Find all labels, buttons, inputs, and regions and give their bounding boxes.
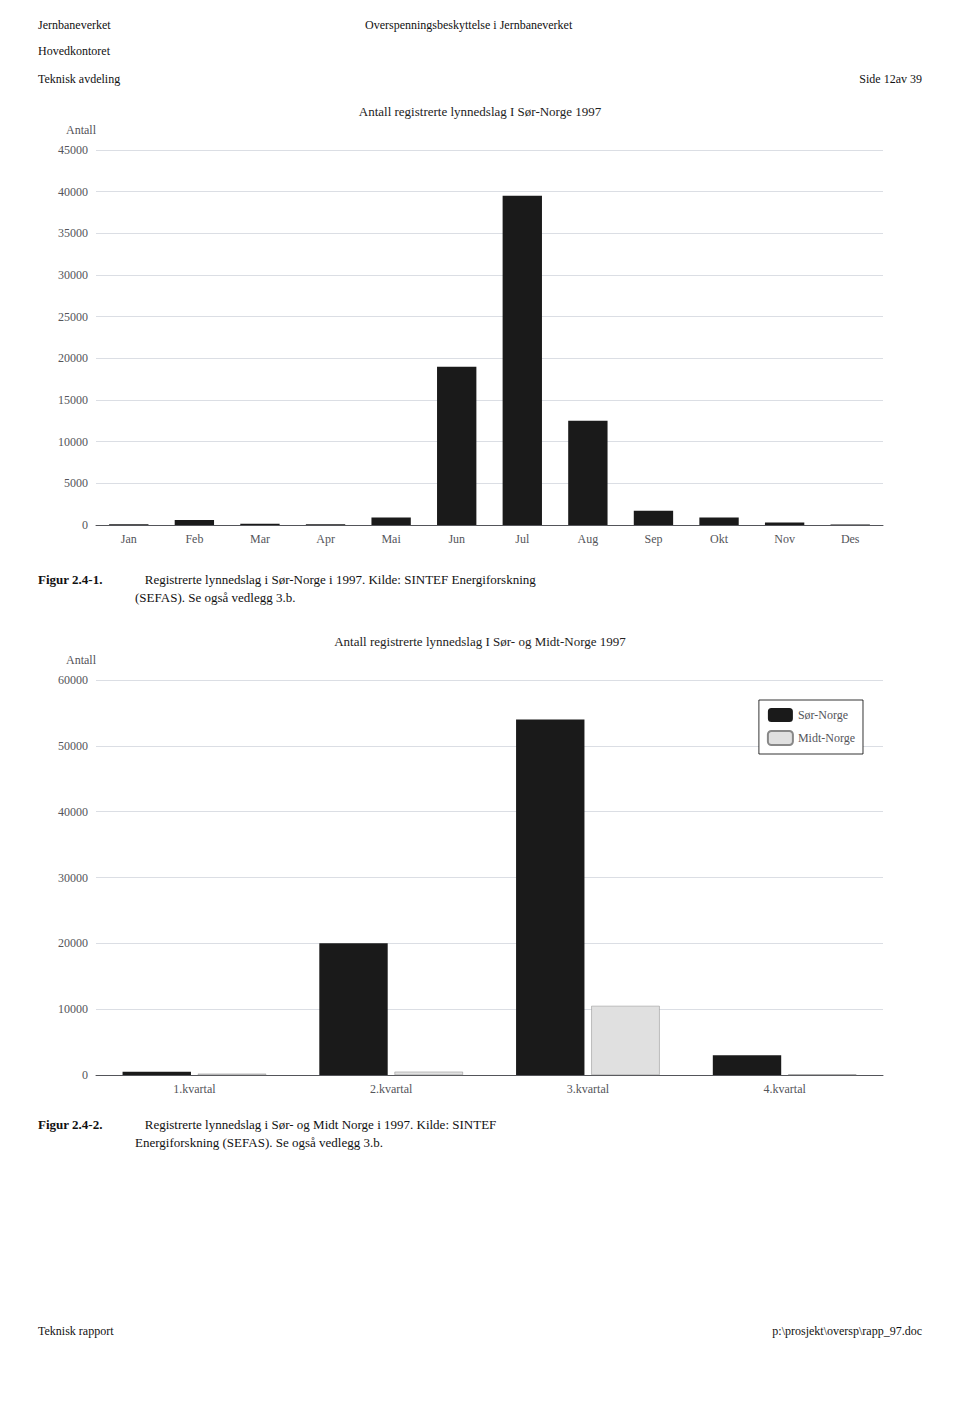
- svg-text:2.kvartal: 2.kvartal: [370, 1082, 413, 1096]
- svg-text:0: 0: [82, 1068, 88, 1082]
- svg-text:4.kvartal: 4.kvartal: [763, 1082, 806, 1096]
- svg-text:35000: 35000: [58, 226, 88, 240]
- svg-text:10000: 10000: [58, 1002, 88, 1016]
- svg-text:3.kvartal: 3.kvartal: [567, 1082, 610, 1096]
- svg-text:15000: 15000: [58, 393, 88, 407]
- svg-text:Antall: Antall: [66, 123, 97, 137]
- svg-text:Registrerte lynnedslag i Sør-: Registrerte lynnedslag i Sør- og Midt No…: [135, 1117, 496, 1132]
- svg-text:Figur 2.4-2.: Figur 2.4-2.: [38, 1117, 102, 1132]
- svg-text:Energiforskning (SEFAS). Se og: Energiforskning (SEFAS). Se også vedlegg…: [135, 1135, 383, 1150]
- svg-text:Jul: Jul: [515, 532, 530, 546]
- svg-text:Teknisk rapport: Teknisk rapport: [38, 1324, 114, 1338]
- svg-text:40000: 40000: [58, 805, 88, 819]
- svg-text:Antall: Antall: [66, 653, 97, 667]
- svg-text:45000: 45000: [58, 143, 88, 157]
- svg-text:Sør-Norge: Sør-Norge: [798, 708, 848, 722]
- svg-text:Aug: Aug: [578, 532, 599, 546]
- svg-text:(SEFAS). Se også vedlegg 3.b.: (SEFAS). Se også vedlegg 3.b.: [135, 590, 295, 605]
- svg-text:Midt-Norge: Midt-Norge: [798, 731, 855, 745]
- svg-text:Jun: Jun: [448, 532, 465, 546]
- svg-text:5000: 5000: [64, 476, 88, 490]
- svg-text:Okt: Okt: [710, 532, 729, 546]
- svg-text:Apr: Apr: [316, 532, 335, 546]
- svg-text:Side 12av 39: Side 12av 39: [859, 72, 922, 86]
- svg-text:Jernbaneverket: Jernbaneverket: [38, 18, 111, 32]
- svg-text:Antall registrerte lynnedslag: Antall registrerte lynnedslag I Sør-Norg…: [359, 104, 602, 119]
- svg-text:Sep: Sep: [644, 532, 662, 546]
- svg-text:60000: 60000: [58, 673, 88, 687]
- svg-text:1.kvartal: 1.kvartal: [173, 1082, 216, 1096]
- svg-text:Nov: Nov: [774, 532, 795, 546]
- svg-text:40000: 40000: [58, 185, 88, 199]
- svg-text:p:\prosjekt\oversp\rapp_97.doc: p:\prosjekt\oversp\rapp_97.doc: [772, 1324, 922, 1338]
- svg-text:Jan: Jan: [121, 532, 137, 546]
- svg-text:0: 0: [82, 518, 88, 532]
- svg-text:Registrerte lynnedslag i Sør-N: Registrerte lynnedslag i Sør-Norge i 199…: [135, 572, 536, 587]
- svg-text:20000: 20000: [58, 936, 88, 950]
- svg-text:25000: 25000: [58, 310, 88, 324]
- svg-text:Figur 2.4-1.: Figur 2.4-1.: [38, 572, 102, 587]
- svg-text:20000: 20000: [58, 351, 88, 365]
- svg-text:Hovedkontoret: Hovedkontoret: [38, 44, 111, 58]
- svg-text:30000: 30000: [58, 268, 88, 282]
- svg-text:Des: Des: [841, 532, 860, 546]
- svg-text:Antall registrerte lynnedslag: Antall registrerte lynnedslag I Sør- og …: [334, 634, 626, 649]
- svg-text:50000: 50000: [58, 739, 88, 753]
- svg-text:Teknisk avdeling: Teknisk avdeling: [38, 72, 120, 86]
- svg-text:30000: 30000: [58, 871, 88, 885]
- svg-text:10000: 10000: [58, 435, 88, 449]
- svg-text:Feb: Feb: [185, 532, 203, 546]
- svg-text:Mai: Mai: [381, 532, 401, 546]
- svg-text:Mar: Mar: [250, 532, 270, 546]
- svg-text:Overspenningsbeskyttelse i Jer: Overspenningsbeskyttelse i Jernbaneverke…: [365, 18, 573, 32]
